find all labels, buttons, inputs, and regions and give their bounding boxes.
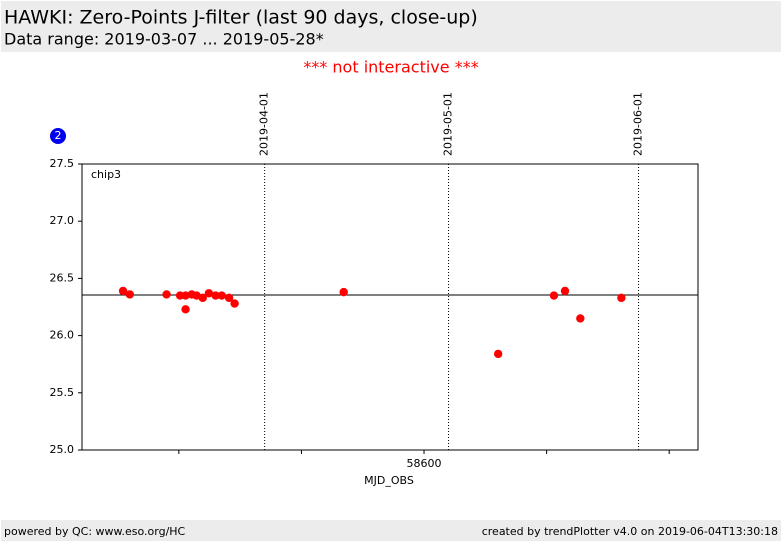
- point: [217, 291, 226, 300]
- x-tick-label: 58600: [407, 457, 442, 470]
- point: [204, 289, 214, 298]
- plot: 25.0 25.5 26.0 26.5 27.0 27.5 58600 MJD_OBS chip…: [50, 92, 699, 487]
- point: [181, 305, 190, 314]
- date-label: 2019-05-01: [442, 92, 455, 156]
- point: [560, 286, 570, 296]
- date-label: 2019-04-01: [258, 92, 271, 156]
- point: [549, 291, 559, 300]
- notice: *** not interactive ***: [303, 58, 478, 77]
- y-tick-label: 25.0: [50, 443, 75, 456]
- header-band: [1, 1, 781, 52]
- point: [118, 286, 128, 296]
- footer-band: [1, 520, 781, 541]
- y-tick-label: 26.0: [50, 329, 75, 342]
- point: [493, 349, 503, 359]
- badge: [50, 128, 66, 144]
- y-tick-label: 27.0: [50, 214, 75, 227]
- footer-right: created by trendPlotter v4.0 on 2019-06-…: [482, 525, 778, 538]
- subtitle: Data range: 2019-03-07 ... 2019-05-28*: [4, 30, 324, 49]
- point: [617, 293, 626, 303]
- point: [211, 291, 220, 300]
- badge-text: 2: [55, 129, 62, 142]
- plot-frame: [81, 163, 699, 451]
- point: [125, 290, 135, 299]
- x-axis-label: MJD_OBS: [364, 474, 414, 487]
- panel-label: chip3: [91, 168, 121, 181]
- point: [339, 287, 348, 297]
- y-tick-label: 27.5: [50, 157, 75, 170]
- point: [224, 293, 234, 303]
- date-label: 2019-06-01: [632, 92, 645, 156]
- y-tick-label: 25.5: [50, 386, 75, 399]
- point: [162, 290, 171, 299]
- y-tick-label: 26.5: [50, 271, 75, 284]
- point: [230, 299, 239, 308]
- title: HAWKI: Zero-Points J-filter (last 90 day…: [4, 7, 478, 29]
- footer-left: powered by QC: www.eso.org/HC: [4, 525, 186, 538]
- point: [198, 293, 207, 303]
- point: [576, 314, 585, 323]
